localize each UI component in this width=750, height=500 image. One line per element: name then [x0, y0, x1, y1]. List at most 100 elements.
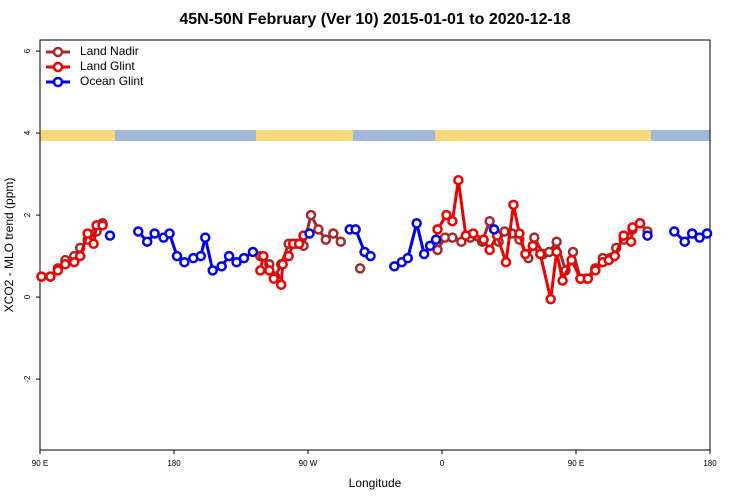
data-point — [529, 232, 540, 243]
data-point — [411, 218, 422, 229]
data-point — [164, 228, 175, 239]
x-tick-label: 90 W — [299, 459, 318, 468]
y-tick-label: 6 — [23, 48, 32, 53]
y-tick-label: 4 — [23, 130, 32, 135]
data-point — [320, 234, 332, 245]
data-point — [264, 265, 275, 276]
data-point — [365, 250, 376, 262]
data-point — [238, 252, 250, 264]
x-tick-label: 0 — [440, 459, 445, 468]
data-point — [551, 246, 562, 258]
data-point — [275, 279, 287, 291]
data-point — [500, 256, 512, 268]
legend-marker — [52, 46, 64, 58]
data-point — [484, 215, 495, 227]
data-point — [45, 271, 56, 282]
data-point — [669, 226, 680, 237]
data-point — [200, 232, 211, 243]
data-point — [535, 248, 546, 260]
data-point — [223, 250, 235, 262]
legend-label: Land Glint — [80, 59, 135, 73]
data-point — [207, 265, 218, 276]
data-point — [247, 246, 259, 258]
y-tick-label: 0 — [23, 294, 32, 299]
data-point — [350, 224, 361, 235]
data-point — [557, 275, 568, 286]
chart-title: 45N-50N February (Ver 10) 2015-01-01 to … — [179, 11, 570, 28]
data-point — [478, 234, 489, 245]
data-point — [634, 218, 646, 229]
data-point — [453, 174, 464, 186]
data-point — [441, 209, 452, 221]
y-tick-label: 2 — [23, 212, 32, 217]
data-point — [313, 224, 324, 235]
data-point — [277, 259, 288, 270]
data-point — [74, 250, 86, 262]
plot-frame — [39, 39, 711, 451]
data-point — [701, 228, 713, 239]
legend-label: Ocean Glint — [80, 74, 144, 88]
data-point — [468, 228, 479, 239]
data-point — [527, 240, 539, 252]
y-tick-label: -2 — [23, 375, 32, 383]
data-point — [231, 256, 242, 268]
data-point — [402, 252, 414, 264]
data-point — [424, 240, 436, 252]
data-point — [484, 244, 495, 256]
data-point — [430, 234, 442, 245]
data-point — [432, 224, 443, 235]
data-point — [590, 265, 601, 276]
data-point — [686, 228, 698, 239]
data-point — [514, 228, 525, 239]
data-point — [255, 265, 266, 276]
legend-label: Land Nadir — [80, 44, 139, 58]
data-point — [447, 232, 458, 243]
data-point — [268, 273, 280, 284]
data-point — [618, 230, 629, 241]
data-point — [195, 250, 207, 262]
x-tick-label: 90 E — [32, 459, 48, 468]
data-point — [82, 228, 93, 239]
data-point — [133, 226, 144, 237]
data-point — [627, 222, 638, 233]
data-point — [335, 236, 347, 247]
data-point — [609, 250, 620, 262]
data-point — [520, 248, 531, 260]
data-point — [566, 254, 577, 266]
legend-marker — [52, 61, 64, 73]
data-point — [304, 228, 315, 239]
data-point — [52, 265, 64, 276]
data-point — [432, 244, 443, 256]
data-point — [141, 236, 153, 247]
data-point — [60, 259, 71, 270]
data-point — [508, 199, 519, 211]
data-point — [567, 246, 579, 258]
data-point — [582, 273, 594, 284]
data-point — [354, 263, 366, 274]
x-axis-label: Longitude — [349, 476, 402, 490]
data-point — [488, 224, 500, 235]
data-point — [88, 238, 99, 250]
data-point — [447, 215, 458, 227]
data-point — [389, 261, 400, 272]
data-point — [694, 232, 705, 243]
data-point — [216, 261, 227, 272]
data-point — [679, 236, 690, 247]
data-point — [545, 293, 556, 305]
y-axis-label: XCO2 - MLO trend (ppm) — [2, 178, 16, 313]
data-point — [293, 238, 305, 250]
data-point — [305, 209, 317, 221]
data-point — [418, 248, 430, 260]
x-tick-label: 180 — [167, 459, 181, 468]
x-tick-label: 180 — [703, 459, 717, 468]
legend-marker — [52, 76, 64, 88]
data-point — [97, 220, 108, 231]
data-point — [179, 256, 190, 268]
x-tick-label: 90 E — [568, 459, 584, 468]
data-point — [551, 236, 562, 247]
data-point — [68, 256, 80, 268]
data-point — [625, 236, 637, 247]
data-point — [149, 228, 160, 239]
